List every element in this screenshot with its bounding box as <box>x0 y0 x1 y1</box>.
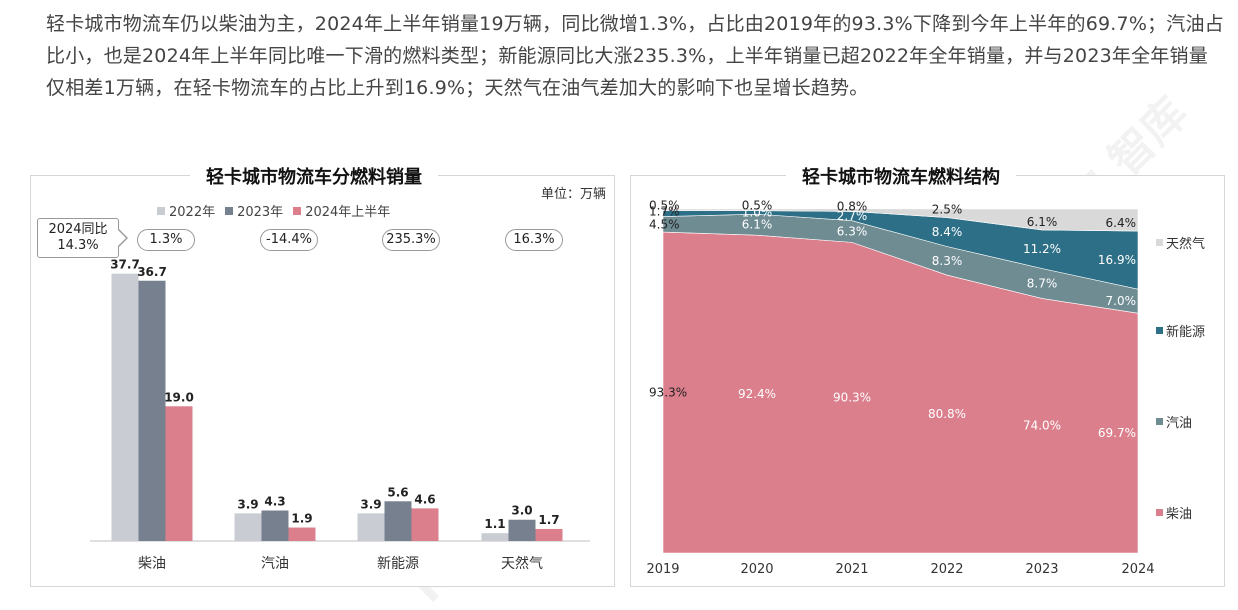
area-label-ev: 1.0% <box>742 205 773 219</box>
x-tick-label: 2021 <box>835 562 868 577</box>
area-label-diesel: 93.3% <box>649 386 687 400</box>
yoy-pill-diesel: 1.3% <box>137 229 195 251</box>
bar-value-label: 3.9 <box>237 497 258 511</box>
yoy-callout-label: 2024同比 <box>48 222 108 237</box>
bar-value-label: 3.0 <box>511 504 532 518</box>
area-label-ev: 8.4% <box>932 225 963 239</box>
legend-label-2024h1: 2024年上半年 <box>305 205 391 220</box>
area-label-gasoline: 8.7% <box>1027 276 1058 290</box>
area-gas <box>662 208 1139 232</box>
bar-2022 <box>481 533 509 541</box>
bar-2024h1 <box>411 508 439 541</box>
area-label-ev: 1.7% <box>649 205 680 219</box>
x-tick-label: 2019 <box>646 562 679 577</box>
legend-swatch-gas <box>1156 239 1163 246</box>
unit-label: 单位：万辆 <box>541 187 607 202</box>
bar-value-label: 4.6 <box>414 492 435 506</box>
area-label-gas: 0.8% <box>837 199 868 213</box>
legend-item-diesel: 柴油 <box>1156 503 1192 522</box>
bar-2024h1 <box>165 406 193 541</box>
fuel-structure-chart-title: 轻卡城市物流车燃料结构 <box>786 156 1016 196</box>
yoy-callout-value: 14.3% <box>57 238 99 253</box>
bar-value-label: 1.1 <box>484 517 505 531</box>
area-label-ev: 16.9% <box>1098 253 1136 267</box>
area-label-gas: 2.5% <box>932 203 963 217</box>
x-tick-label: 2022 <box>930 562 963 577</box>
legend-item-2023: 2023年 <box>225 201 283 220</box>
area-label-gasoline: 7.0% <box>1106 294 1137 308</box>
area-label-diesel: 92.4% <box>738 387 776 401</box>
category-label: 柴油 <box>138 556 166 572</box>
fuel-sales-legend: 2022年 2023年 2024年上半年 <box>157 201 390 220</box>
legend-item-2024h1: 2024年上半年 <box>293 201 390 220</box>
yoy-callout-arrow-fill <box>117 229 126 247</box>
bar-value-label: 1.7 <box>538 513 559 527</box>
bar-value-label: 3.9 <box>360 497 381 511</box>
legend-swatch-2024h1 <box>293 206 302 215</box>
bar-2023 <box>508 519 536 541</box>
bar-2023 <box>138 280 166 541</box>
legend-label-2022: 2022年 <box>169 205 216 220</box>
x-tick-label: 2023 <box>1025 562 1058 577</box>
legend-label-gas: 天然气 <box>1166 237 1206 252</box>
bar-2024h1 <box>288 527 316 541</box>
legend-label-ev: 新能源 <box>1166 325 1206 340</box>
legend-item-gas: 天然气 <box>1156 233 1205 252</box>
bar-value-label: 5.6 <box>387 485 408 499</box>
legend-swatch-gasoline <box>1156 418 1163 425</box>
yoy-pill-ev: 235.3% <box>382 229 440 251</box>
bar-2023 <box>384 501 412 541</box>
area-label-gasoline: 6.1% <box>742 218 773 232</box>
bar-2022 <box>234 513 262 541</box>
legend-swatch-2022 <box>157 206 165 215</box>
area-label-ev: 2.7% <box>837 209 868 223</box>
area-label-diesel: 74.0% <box>1023 419 1061 433</box>
bar-value-label: 19.0 <box>164 390 194 404</box>
area-label-diesel: 80.8% <box>928 407 966 421</box>
x-tick-label: 2020 <box>740 562 773 577</box>
area-label-gas: 6.4% <box>1106 216 1137 230</box>
area-label-gas: 0.5% <box>742 199 773 213</box>
bar-value-label: 36.7 <box>137 265 167 279</box>
area-label-gas: 6.1% <box>1027 215 1058 229</box>
fuel-sales-bar-chart: 37.736.7 19.0 柴油 3.9 4.3 1.9 汽油 3.9 5.6 4.6 新能源 1.1… <box>90 258 590 572</box>
intro-paragraph: 轻卡城市物流车仍以柴油为主，2024年上半年销量19万辆，同比微增1.3%，占比… <box>46 13 1224 99</box>
bar-value-label: 4.3 <box>264 495 285 509</box>
area-label-gasoline: 8.3% <box>932 254 963 268</box>
area-label-diesel: 90.3% <box>833 391 871 405</box>
bar-2023 <box>261 510 289 541</box>
yoy-pill-gasoline: -14.4% <box>260 229 318 251</box>
category-label: 汽油 <box>261 556 289 572</box>
yoy-callout: 2024同比 14.3% <box>37 218 119 258</box>
legend-item-ev: 新能源 <box>1156 321 1205 340</box>
legend-label-gasoline: 汽油 <box>1166 416 1193 431</box>
bar-2022 <box>111 273 139 541</box>
category-label: 天然气 <box>501 555 543 572</box>
x-tick-label: 2024 <box>1121 562 1154 577</box>
bar-value-label: 1.9 <box>291 512 312 526</box>
legend-label-2023: 2023年 <box>237 205 284 220</box>
bar-value-label: 37.7 <box>110 258 140 272</box>
fuel-sales-chart-title: 轻卡城市物流车分燃料销量 <box>190 156 438 196</box>
area-label-diesel: 69.7% <box>1098 426 1136 440</box>
legend-swatch-ev <box>1156 327 1163 334</box>
legend-swatch-diesel <box>1156 509 1163 516</box>
area-label-gasoline: 4.5% <box>649 217 680 231</box>
legend-label-diesel: 柴油 <box>1166 507 1193 522</box>
category-label: 新能源 <box>377 556 419 572</box>
legend-item-gasoline: 汽油 <box>1156 412 1192 431</box>
area-label-ev: 11.2% <box>1023 242 1061 256</box>
yoy-pill-gas: 16.3% <box>505 229 563 251</box>
area-label-gasoline: 6.3% <box>837 225 868 239</box>
bar-2024h1 <box>535 528 563 541</box>
area-label-gas: 0.5% <box>649 199 680 213</box>
legend-swatch-2023 <box>225 206 234 215</box>
legend-item-2022: 2022年 <box>157 201 215 220</box>
bar-2022 <box>357 513 385 541</box>
